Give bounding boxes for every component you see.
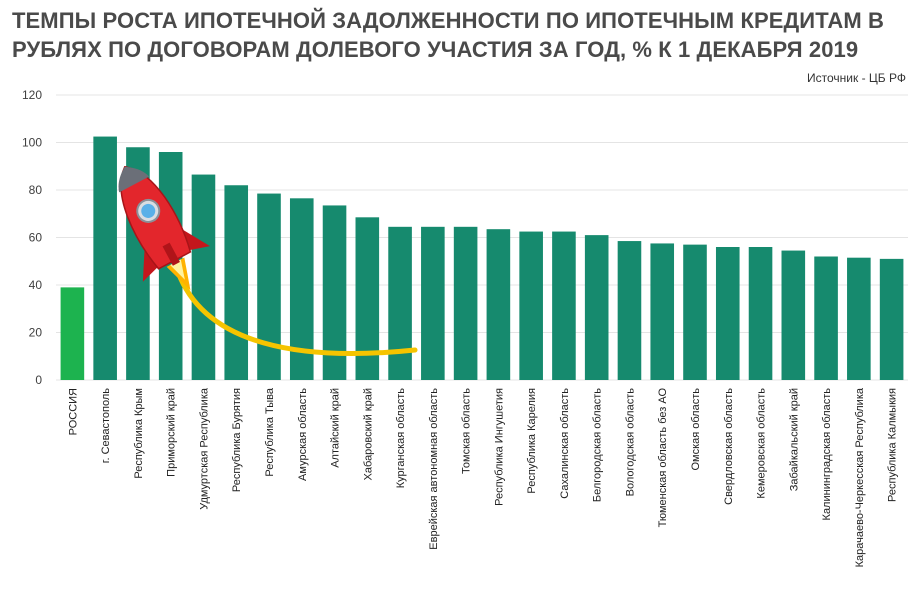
source-note: Источник - ЦБ РФ: [807, 71, 906, 85]
x-tick-label: Амурская область: [297, 388, 309, 481]
bar: [224, 185, 249, 380]
rocket-icon: [118, 165, 418, 356]
bar: [715, 247, 740, 380]
bar: [93, 136, 117, 380]
x-tick-label: Республика Ингушетия: [493, 388, 505, 506]
x-tick-label: Забайкальский край: [788, 388, 800, 491]
x-tick-label: Тюменская область без АО: [657, 388, 669, 528]
bar: [650, 243, 675, 380]
bar: [847, 257, 871, 380]
chart-title: ТЕМПЫ РОСТА ИПОТЕЧНОЙ ЗАДОЛЖЕННОСТИ ПО И…: [12, 8, 884, 62]
bar: [453, 226, 478, 380]
bar: [683, 244, 707, 380]
x-tick-label: Карачаево-Черкесская Республика: [854, 387, 866, 567]
x-tick-label: РОССИЯ: [67, 388, 79, 435]
x-tick-label: Приморский край: [166, 388, 178, 477]
bar: [748, 247, 773, 380]
bar: [519, 231, 543, 380]
y-tick-label: 60: [29, 231, 43, 245]
x-tick-label: Калининградская область: [821, 388, 833, 521]
x-tick-label: Сахалинская область: [559, 388, 571, 499]
x-tick-label: Вологодская область: [624, 388, 636, 497]
x-tick-label: г. Севастополь: [100, 388, 112, 463]
x-tick-label: Омская область: [690, 388, 702, 471]
y-tick-label: 80: [29, 183, 43, 197]
bar: [421, 226, 445, 380]
x-tick-label: Томская область: [461, 388, 473, 474]
x-tick-label: Удмуртская Республика: [198, 387, 210, 510]
bar: [781, 250, 806, 380]
x-tick-label: Республика Калмыкия: [887, 388, 899, 502]
bar: [814, 256, 838, 380]
x-tick-label: Кемеровская область: [756, 388, 768, 499]
bar: [289, 198, 314, 380]
x-tick-label: Курганская область: [395, 388, 407, 489]
bar: [617, 241, 642, 380]
bar: [322, 205, 347, 380]
bars: [60, 136, 904, 380]
y-axis-ticks: 0 20 40 60 80 100 120: [22, 88, 42, 387]
bar: [486, 229, 511, 380]
x-tick-label: Республика Бурятия: [231, 388, 243, 492]
rocket-trail: [175, 269, 418, 356]
x-tick-label: Республика Крым: [133, 388, 145, 479]
y-tick-label: 120: [22, 88, 42, 102]
bar: [60, 287, 85, 380]
x-axis-labels: РОССИЯ г. Севастополь Республика Крым Примо…: [67, 387, 898, 567]
bar: [388, 226, 412, 380]
y-tick-label: 20: [29, 326, 43, 340]
bar: [879, 258, 904, 380]
bar: [552, 231, 576, 380]
bar: [257, 193, 281, 380]
bar: [584, 235, 609, 380]
x-tick-label: Свердловская область: [723, 388, 735, 505]
x-tick-label: Республика Карелия: [526, 388, 538, 494]
y-tick-label: 40: [29, 278, 43, 292]
y-tick-label: 0: [35, 373, 42, 387]
bar: [355, 217, 380, 380]
bar: [191, 174, 216, 380]
x-tick-label: Алтайский край: [330, 388, 342, 468]
x-tick-label: Белгородская область: [592, 388, 604, 502]
rocket-body: [118, 165, 210, 291]
x-tick-label: Еврейская автономная область: [428, 388, 440, 550]
x-tick-label: Хабаровский край: [362, 388, 374, 480]
y-tick-label: 100: [22, 136, 42, 150]
x-tick-label: Республика Тыва: [264, 387, 276, 477]
